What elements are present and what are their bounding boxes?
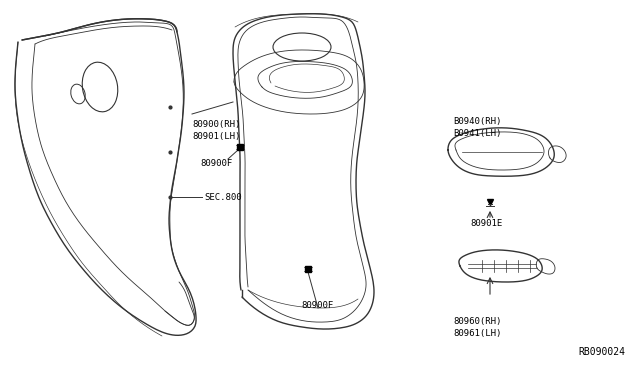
Text: RB090024: RB090024: [578, 347, 625, 357]
Text: 80900(RH)
80901(LH): 80900(RH) 80901(LH): [192, 120, 241, 141]
Text: SEC.800: SEC.800: [204, 192, 242, 202]
Text: 80900F: 80900F: [200, 160, 232, 169]
Text: 80960(RH)
80961(LH): 80960(RH) 80961(LH): [453, 317, 501, 338]
Text: 80900F: 80900F: [302, 301, 334, 310]
Text: B0940(RH)
B0941(LH): B0940(RH) B0941(LH): [453, 117, 501, 138]
Text: 80901E: 80901E: [470, 219, 502, 228]
